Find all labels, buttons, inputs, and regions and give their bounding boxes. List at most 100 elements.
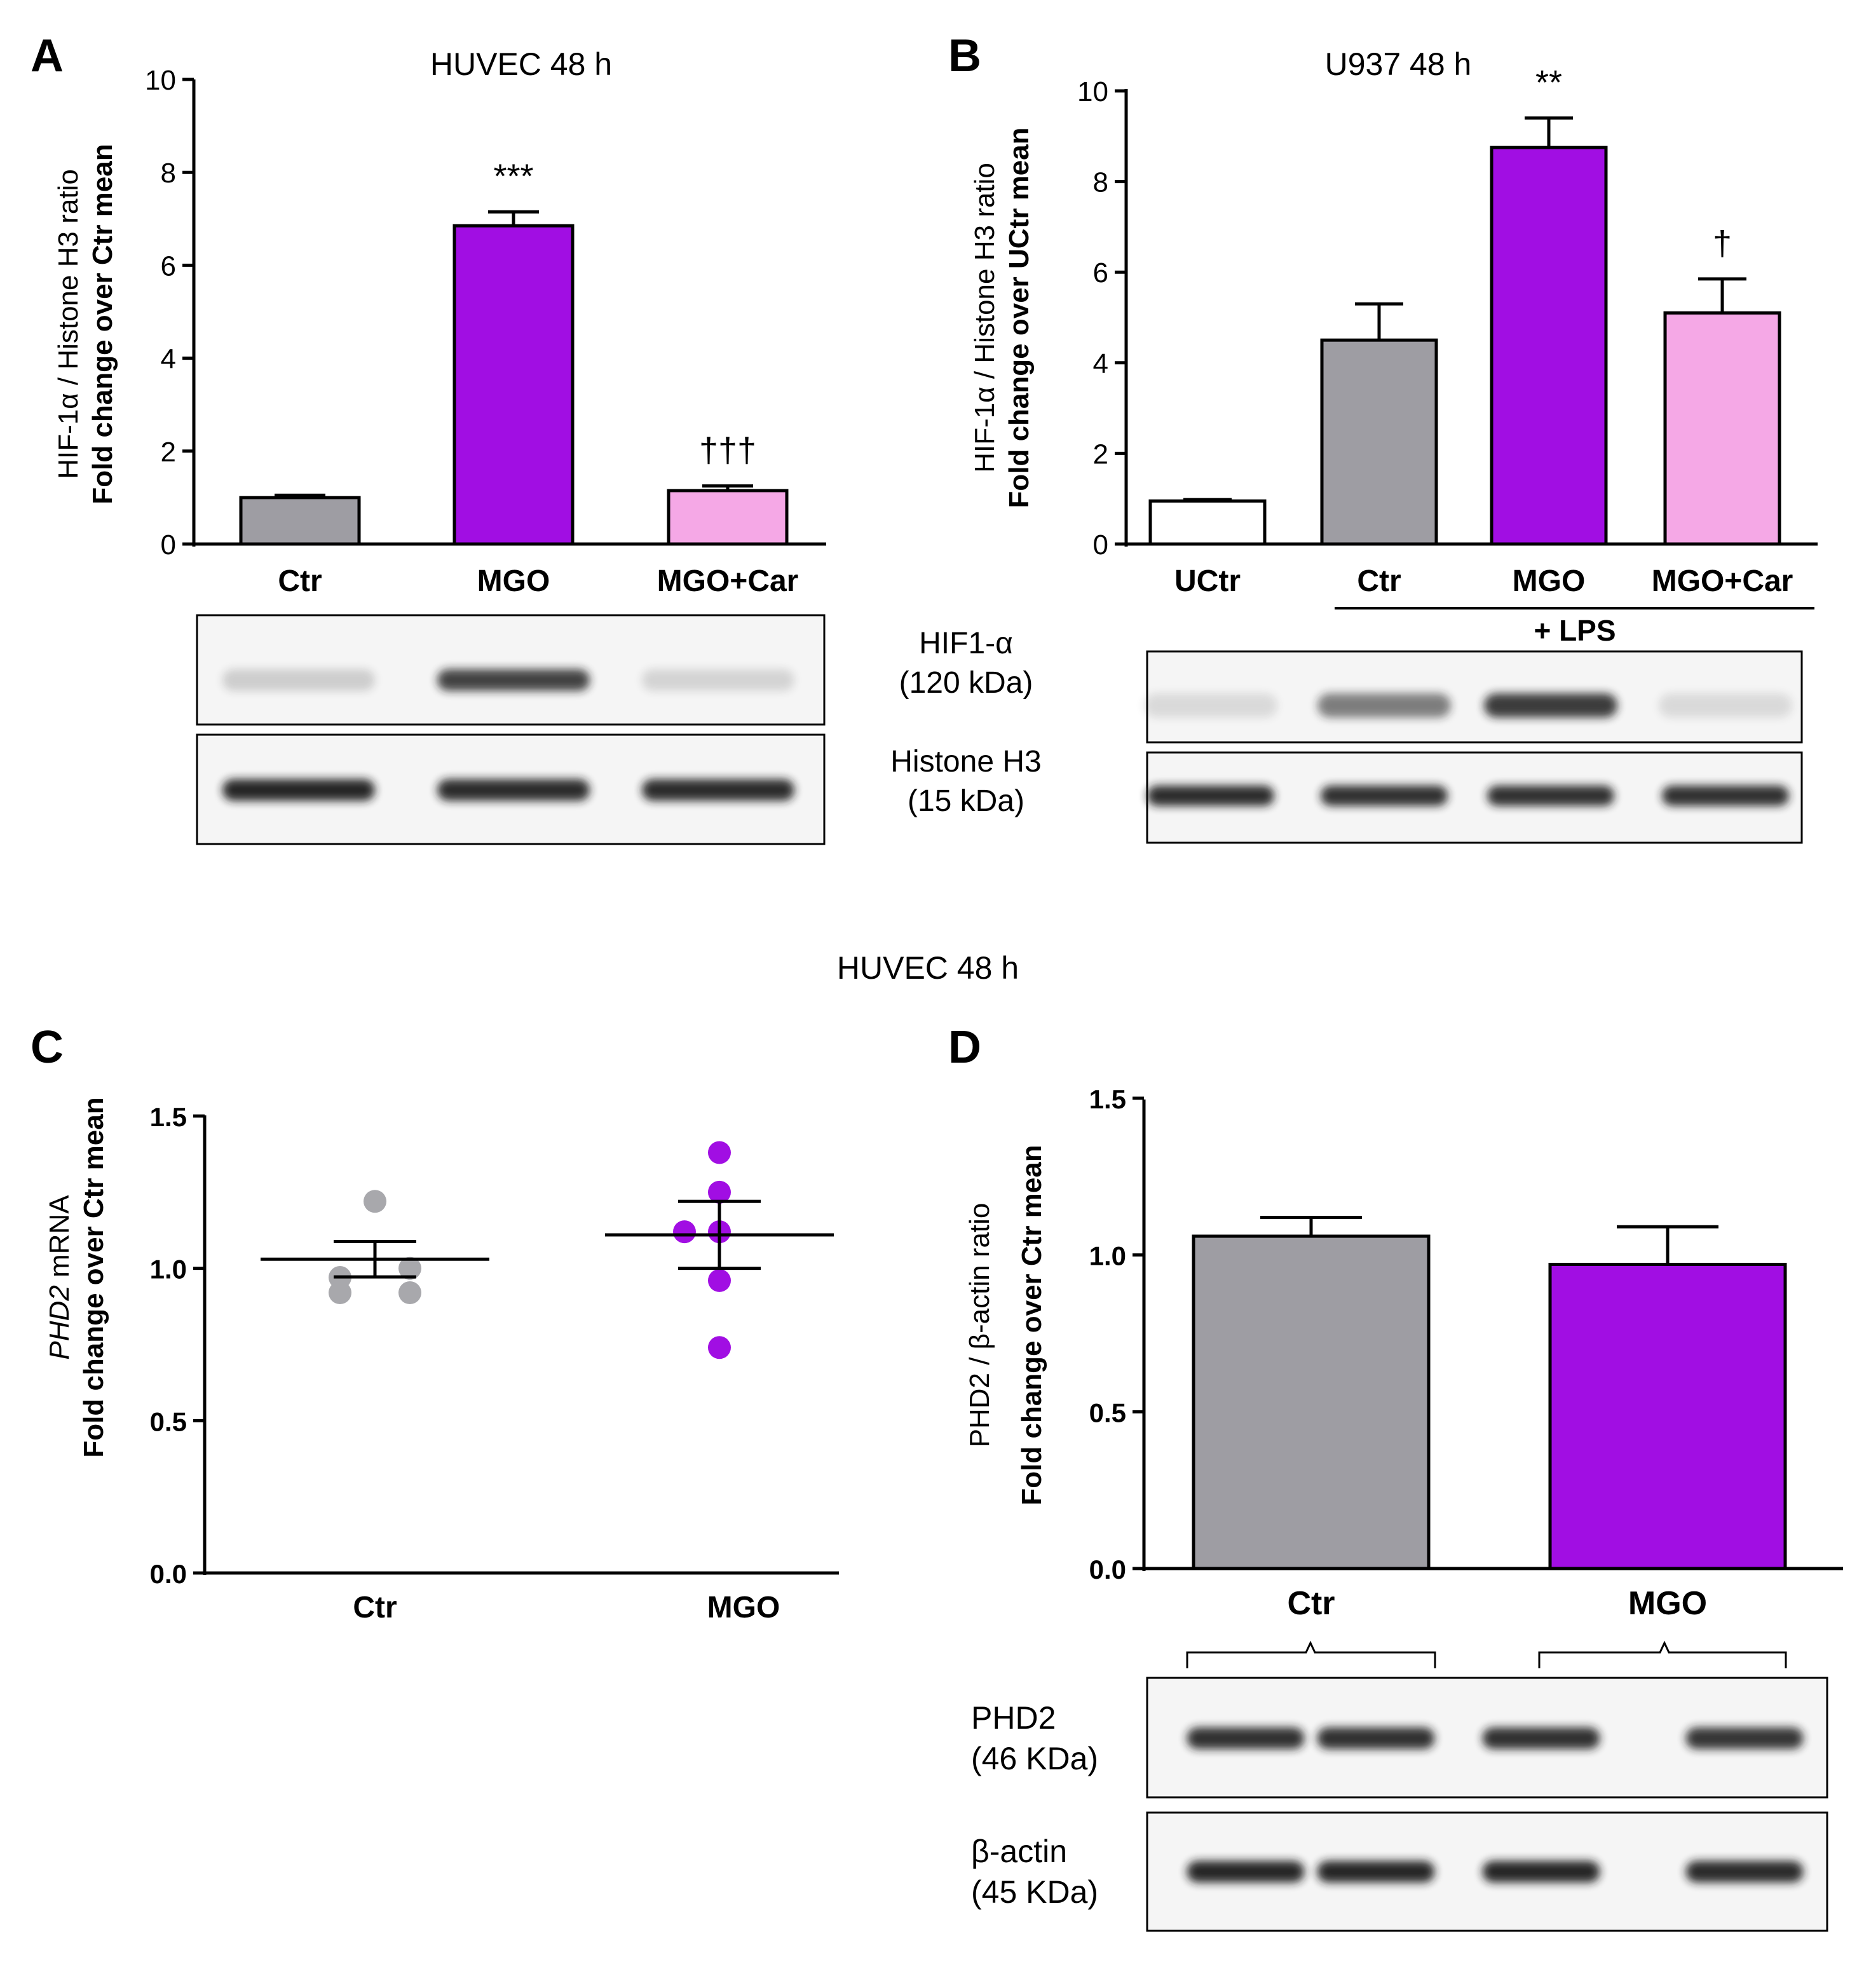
panel-c-ytick-label: 1.0	[150, 1255, 187, 1284]
panel-d-ytick-label: 0.5	[1089, 1398, 1126, 1427]
panel-d-ytick-label: 1.5	[1089, 1084, 1126, 1114]
panel-b-title: U937 48 h	[1325, 46, 1472, 82]
panel-b-blot-2	[1146, 751, 1803, 844]
panel-b-bar	[1148, 499, 1267, 546]
panel-c-ylabel-line2: Fold change over Ctr mean	[78, 1097, 109, 1457]
panel-c-category-label: MGO	[707, 1591, 780, 1624]
panel-a-blot-1-band	[437, 669, 590, 691]
panel-b-group-label: + LPS	[1534, 614, 1616, 647]
panel-d-bar	[1548, 1262, 1787, 1570]
panel-a-significance: ***	[493, 157, 533, 195]
panel-c-data-point	[708, 1180, 731, 1204]
panel-a-blot-1	[196, 614, 826, 726]
panel-b: B U937 48 h HIF-1α / Histone H3 ratio Fo…	[948, 31, 1818, 844]
panel-b-ytick-label: 0	[1093, 529, 1108, 561]
panel-c-data-point	[708, 1141, 731, 1164]
panel-b-ytick-label: 8	[1093, 167, 1108, 198]
panel-b-bar	[1490, 146, 1608, 546]
panel-d-blot-2-band	[1685, 1861, 1804, 1882]
panel-b-category-label: Ctr	[1357, 564, 1401, 598]
panel-d-blot-1-size: (46 KDa)	[971, 1741, 1098, 1776]
panel-d-mgo-bracket	[1538, 1640, 1787, 1668]
panel-c-data-point	[329, 1281, 351, 1305]
panel-a-ytick-label: 10	[145, 65, 176, 96]
panel-d-ytick-label: 0.0	[1089, 1555, 1126, 1584]
panel-a-blot-2-band	[642, 779, 794, 801]
panel-b-ytick-label: 4	[1093, 348, 1108, 379]
panel-a-blot-1-band	[642, 669, 794, 691]
panel-a-letter: A	[31, 31, 64, 81]
panel-b-ytick-label: 2	[1093, 439, 1108, 470]
panel-c-letter: C	[31, 1022, 64, 1073]
panel-a-blot-2	[196, 733, 826, 845]
panel-d-blot-1-band	[1482, 1727, 1600, 1749]
panel-d-ylabel-line2: Fold change over Ctr mean	[1016, 1145, 1047, 1505]
panel-a-ylabel: HIF-1α / Histone H3 ratio Fold change ov…	[53, 144, 118, 504]
panel-a-ytick-label: 8	[161, 158, 176, 189]
panel-a-bar	[239, 496, 361, 546]
panel-a-blot-1-size: (120 kDa)	[899, 666, 1033, 700]
panel-c-category-label: Ctr	[353, 1591, 397, 1624]
panel-a-bar	[452, 224, 575, 546]
panel-b-blot-1-band	[1144, 693, 1277, 718]
panel-a-category-label: MGO+Car	[657, 564, 799, 598]
panel-d-blot-1-band	[1317, 1727, 1435, 1749]
panel-b-bar	[1320, 338, 1438, 546]
panel-a-ytick-label: 0	[161, 529, 176, 561]
panel-c-data-point	[398, 1256, 421, 1280]
panel-a-blot-1-label: HIF1-α	[919, 627, 1013, 660]
panel-d-blot-1	[1146, 1677, 1828, 1799]
panel-b-ytick-label: 6	[1093, 257, 1108, 289]
panel-d-letter: D	[948, 1022, 981, 1073]
panel-b-category-label: MGO+Car	[1652, 564, 1793, 598]
panel-a-bar	[667, 489, 789, 546]
panel-d-ctr-bracket	[1186, 1640, 1436, 1668]
panel-b-blot-2-band	[1321, 786, 1448, 806]
panel-c-data-point	[398, 1281, 421, 1305]
panel-c-ylabel-line1: PHD2 mRNA	[44, 1195, 75, 1360]
panel-a-significance: †††	[699, 432, 756, 470]
panel-a-ylabel-line1: HIF-1α / Histone H3 ratio	[53, 169, 84, 479]
panel-a-blot-2-band	[437, 779, 590, 801]
panel-b-category-label: UCtr	[1174, 564, 1241, 598]
panel-b-ylabel-line1: HIF-1α / Histone H3 ratio	[969, 163, 1000, 473]
panel-a-title: HUVEC 48 h	[430, 46, 612, 82]
panel-a-ylabel-line2: Fold change over Ctr mean	[87, 144, 118, 504]
panel-d-category-label: Ctr	[1287, 1585, 1335, 1622]
panel-b-blot-2-band	[1147, 786, 1274, 806]
panel-b-blot-1-band	[1659, 693, 1792, 718]
panel-b-blot-1	[1144, 650, 1803, 744]
panel-b-ylabel-line2: Fold change over UCtr mean	[1004, 127, 1035, 508]
panel-c-ytick-label: 1.5	[150, 1102, 187, 1132]
panel-a-category-label: Ctr	[278, 564, 322, 598]
panel-d-bar	[1192, 1234, 1431, 1570]
panel-a-ytick-label: 6	[161, 250, 176, 282]
panel-d-blot-2-band	[1187, 1861, 1305, 1882]
panel-a-blot-1-band	[222, 669, 375, 691]
panel-c-ylabel-suffix: mRNA	[44, 1195, 75, 1285]
panel-b-significance: **	[1535, 64, 1562, 102]
panel-b-bar	[1663, 311, 1781, 546]
panel-d-ylabel: PHD2 / β-actin ratio Fold change over Ct…	[964, 1145, 1047, 1505]
panel-d-blot-1-band	[1685, 1727, 1804, 1749]
panel-c-title: HUVEC 48 h	[837, 950, 1019, 986]
panel-b-blot-2-band	[1662, 786, 1789, 806]
panel-b-ylabel: HIF-1α / Histone H3 ratio Fold change ov…	[969, 127, 1035, 508]
panel-d: D PHD2 / β-actin ratio Fold change over …	[948, 1022, 1843, 1932]
panel-d-blot-1-label: PHD2	[971, 1700, 1056, 1736]
panel-b-blot-1-band	[1317, 693, 1451, 718]
panel-d-blot-2-band	[1317, 1861, 1435, 1882]
panel-d-ytick-label: 1.0	[1089, 1241, 1126, 1271]
panel-b-blot-1-band	[1484, 693, 1617, 718]
panel-c-data-point	[708, 1269, 731, 1292]
panel-c-data-point	[708, 1336, 731, 1359]
panel-b-ytick-label: 10	[1077, 76, 1108, 107]
panel-d-blot-2-band	[1482, 1861, 1600, 1882]
panel-a-category-label: MGO	[477, 564, 550, 598]
panel-a: A HUVEC 48 h HIF-1α / Histone H3 ratio F…	[31, 31, 1042, 845]
panel-c-ytick-label: 0.0	[150, 1559, 187, 1589]
panel-b-blot-2-band	[1487, 786, 1614, 806]
panel-d-blot-2	[1146, 1811, 1828, 1932]
panel-d-blot-2-label: β-actin	[971, 1834, 1067, 1869]
